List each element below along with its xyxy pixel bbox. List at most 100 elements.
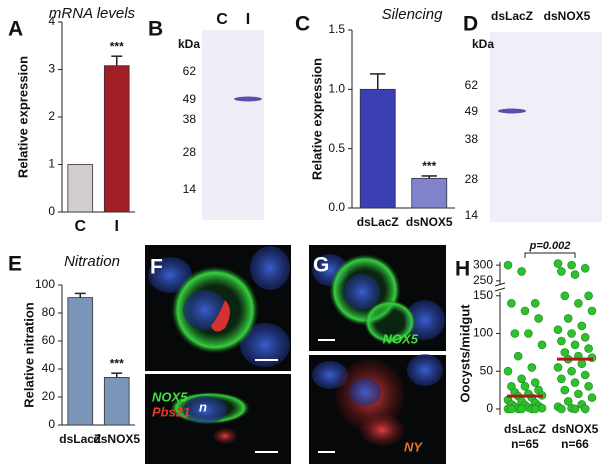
- protein-band: [498, 108, 526, 114]
- axis-break: [494, 282, 506, 292]
- y-tick-label: 1.5: [328, 22, 345, 36]
- point: [553, 325, 563, 335]
- significance-bracket: [524, 252, 576, 258]
- y-tick-label: 20: [42, 389, 56, 403]
- point: [560, 385, 570, 395]
- marker-label: 14: [183, 182, 197, 196]
- point: [570, 404, 580, 414]
- panel-letter: D: [463, 13, 478, 36]
- point: [580, 404, 590, 414]
- point: [574, 299, 583, 308]
- bar: [359, 88, 396, 209]
- y-tick-label: 1.0: [328, 82, 345, 96]
- x-tick-label: dsNOX5: [93, 432, 140, 446]
- stain-label: n: [199, 399, 207, 414]
- point: [580, 370, 590, 380]
- panel-letter: C: [295, 13, 310, 36]
- point: [553, 363, 563, 372]
- bar: [411, 177, 448, 209]
- point: [503, 366, 513, 376]
- point: [520, 306, 530, 316]
- panel-letter: E: [8, 253, 22, 276]
- marker-label: 28: [183, 145, 197, 159]
- marker-label: 38: [465, 132, 479, 146]
- point: [520, 382, 530, 391]
- micrograph-f: [145, 245, 291, 464]
- point: [517, 404, 526, 414]
- x-tick-label: C: [74, 218, 86, 235]
- point: [574, 389, 583, 399]
- point: [557, 404, 566, 414]
- significance: ***: [110, 39, 124, 53]
- point: [557, 267, 566, 276]
- x-tick-label: dsNOX5: [406, 215, 453, 229]
- point: [530, 378, 540, 387]
- point: [580, 263, 590, 273]
- chart-title: mRNA levels: [49, 5, 136, 22]
- point: [517, 267, 526, 276]
- point: [530, 404, 540, 414]
- y-tick-label: 100: [473, 326, 493, 340]
- point: [510, 329, 520, 338]
- marker-label: 62: [465, 78, 479, 92]
- marker-label: 28: [465, 172, 479, 186]
- point: [567, 329, 576, 338]
- point: [560, 291, 570, 301]
- point: [584, 344, 593, 353]
- stain-label: NOX5: [152, 389, 188, 404]
- point: [567, 366, 576, 376]
- lane-label: I: [246, 11, 250, 28]
- point: [587, 306, 597, 316]
- point: [530, 299, 540, 308]
- bar: [67, 297, 94, 426]
- stain-label: Pbs21: [152, 404, 190, 419]
- y-tick-label: 80: [42, 305, 56, 319]
- bar: [103, 376, 130, 426]
- point: [570, 340, 580, 350]
- y-tick-label: 0: [486, 401, 493, 415]
- lane-label: dsLacZ: [491, 9, 533, 23]
- protein-band: [234, 96, 262, 102]
- stain-label: NY: [404, 439, 423, 454]
- panel-letter: B: [148, 18, 163, 41]
- marker-label: 62: [183, 64, 197, 78]
- point: [553, 259, 563, 268]
- panel-letter: F: [150, 256, 163, 279]
- y-tick-label: 2: [48, 109, 55, 123]
- unit-label: kDa: [472, 37, 494, 51]
- y-tick-label: 300: [473, 257, 493, 271]
- y-tick-label: 3: [48, 62, 55, 76]
- point: [570, 270, 580, 279]
- lane-label: dsNOX5: [544, 9, 591, 23]
- point: [503, 260, 513, 270]
- y-axis-label: Oocysts/midgut: [457, 304, 472, 403]
- y-tick-label: 250: [473, 273, 493, 287]
- x-tick-label: I: [115, 218, 119, 235]
- p-value: p=0.002: [529, 240, 571, 252]
- significance: ***: [422, 159, 436, 173]
- y-tick-label: 0: [48, 204, 55, 218]
- y-axis-label: Relative expression: [309, 58, 324, 180]
- bar: [67, 164, 94, 213]
- point: [563, 397, 573, 406]
- point: [584, 382, 593, 391]
- y-tick-label: 40: [42, 361, 56, 375]
- chart-title: Silencing: [382, 6, 444, 23]
- y-tick-label: 1: [48, 157, 55, 171]
- point: [524, 329, 533, 338]
- y-tick-label: 60: [42, 333, 56, 347]
- point: [517, 374, 526, 384]
- y-tick-label: 4: [48, 14, 55, 28]
- point: [534, 314, 543, 323]
- point: [557, 374, 566, 384]
- x-tick-label: dsLacZ: [504, 422, 546, 436]
- marker-label: 49: [183, 92, 197, 106]
- point: [570, 378, 580, 387]
- stain-label: NOX5: [383, 331, 419, 346]
- point: [527, 363, 537, 372]
- n-label: n=65: [511, 437, 539, 451]
- x-tick-label: dsNOX5: [552, 422, 599, 436]
- point: [537, 340, 547, 350]
- panel-letter: A: [8, 18, 23, 41]
